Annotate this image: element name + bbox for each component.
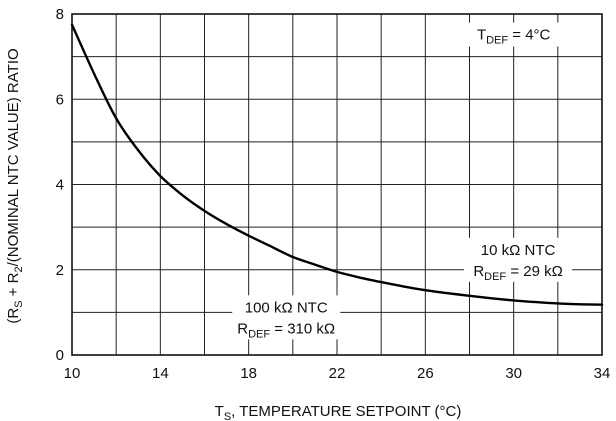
x-tick-label: 26 (417, 365, 434, 382)
x-axis-label: TS, TEMPERATURE SETPOINT (°C) (215, 403, 462, 421)
annotation-line: 10 kΩ NTC (481, 242, 556, 259)
annotation-line: 100 kΩ NTC (245, 299, 328, 316)
y-axis-label: (RS + R2/(NOMINAL NTC VALUE) RATIO (5, 48, 25, 323)
annotation-line: RDEF = 29 kΩ (473, 263, 563, 283)
x-tick-label: 30 (505, 365, 522, 382)
x-tick-label: 18 (240, 365, 257, 382)
grid (71, 13, 603, 356)
x-tick-label: 22 (329, 365, 346, 382)
annotation-line: TDEF = 4°C (477, 27, 551, 47)
y-tick-label: 4 (56, 177, 64, 194)
y-tick-label: 0 (56, 347, 64, 364)
x-tick-label: 34 (594, 365, 611, 382)
x-tick-label: 14 (152, 365, 169, 382)
annotation-line: RDEF = 310 kΩ (237, 320, 335, 340)
y-tick-label: 6 (56, 91, 64, 108)
series-line (70, 23, 604, 306)
annotation-background (464, 237, 573, 282)
x-tick-label: 10 (64, 365, 81, 382)
y-tick-labels: 0 2 4 6 8 (56, 6, 64, 364)
annotation-background (232, 295, 341, 340)
annotation-background (463, 22, 564, 47)
series-curve (70, 23, 604, 306)
x-tick-labels: 10 14 18 22 26 30 34 (64, 365, 611, 382)
y-tick-label: 2 (56, 262, 64, 279)
annotations: TDEF = 4°C 10 kΩ NTC RDEF = 29 kΩ 100 kΩ NT… (232, 22, 573, 340)
y-tick-label: 8 (56, 6, 64, 23)
plot-frame (71, 13, 603, 356)
